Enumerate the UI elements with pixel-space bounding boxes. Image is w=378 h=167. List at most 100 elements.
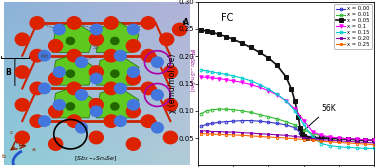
- Circle shape: [67, 115, 81, 127]
- x = 0.05: [310, 137, 315, 139]
- x = 0.1: [319, 134, 324, 136]
- x = 0.1: [354, 138, 359, 140]
- x = 0.1: [301, 120, 306, 122]
- x = 0.20: [266, 133, 271, 135]
- x = 0.00: [224, 121, 228, 123]
- Circle shape: [160, 33, 174, 46]
- x = 0.20: [293, 135, 297, 137]
- Circle shape: [53, 67, 65, 77]
- x = 0.20: [328, 139, 332, 141]
- x = 0.15: [301, 123, 306, 125]
- x = 0.15: [337, 146, 341, 148]
- x = 0.20: [231, 131, 235, 133]
- x = 0.1: [231, 80, 235, 82]
- x = 0.05: [301, 135, 306, 137]
- Circle shape: [115, 116, 126, 126]
- Circle shape: [152, 90, 163, 100]
- x = 0.1: [293, 108, 297, 110]
- x = 0.05: [293, 100, 297, 102]
- x = 0.01: [284, 121, 288, 123]
- x = 0.05: [372, 139, 376, 141]
- Circle shape: [76, 57, 87, 67]
- x = 0.00: [275, 122, 279, 124]
- Circle shape: [104, 49, 118, 62]
- Circle shape: [141, 17, 155, 29]
- x = 0.15: [345, 146, 350, 148]
- x = 0.20: [224, 131, 228, 133]
- Circle shape: [89, 33, 103, 46]
- x = 0.00: [310, 136, 315, 138]
- x = 0.15: [328, 145, 332, 147]
- Text: $[MnSb_{2-x}Sn_xSe_4]$: $[MnSb_{2-x}Sn_xSe_4]$: [187, 48, 196, 93]
- Line: x = 0.01: x = 0.01: [200, 108, 376, 142]
- Line: x = 0.25: x = 0.25: [200, 132, 376, 146]
- x = 0.00: [284, 124, 288, 126]
- x = 0.05: [298, 127, 302, 129]
- x = 0.05: [319, 137, 324, 139]
- x = 0.20: [249, 132, 253, 134]
- Circle shape: [15, 66, 29, 78]
- Circle shape: [67, 49, 81, 62]
- Circle shape: [141, 49, 155, 62]
- x = 0.00: [240, 120, 244, 122]
- Circle shape: [115, 83, 126, 94]
- Circle shape: [127, 24, 139, 35]
- x = 0.01: [249, 111, 253, 113]
- Line: x = 0.1: x = 0.1: [200, 75, 376, 142]
- Circle shape: [126, 40, 140, 52]
- x = 0.01: [319, 135, 324, 137]
- x = 0.15: [249, 80, 253, 82]
- Circle shape: [49, 138, 63, 150]
- Circle shape: [127, 100, 139, 110]
- x = 0.05: [354, 139, 359, 141]
- x = 0.20: [199, 130, 204, 132]
- x = 0.25: [337, 141, 341, 143]
- x = 0.01: [328, 136, 332, 138]
- x = 0.20: [284, 134, 288, 136]
- x = 0.00: [319, 136, 324, 138]
- x = 0.1: [328, 136, 332, 138]
- x = 0.15: [363, 147, 368, 149]
- x = 0.1: [266, 90, 271, 92]
- Legend: x = 0.00, x = 0.01, x = 0.05, x = 0.1, x = 0.15, x = 0.20, x = 0.25: x = 0.00, x = 0.01, x = 0.05, x = 0.1, x…: [334, 4, 372, 49]
- x = 0.15: [293, 110, 297, 112]
- x = 0.15: [266, 88, 271, 90]
- Circle shape: [111, 103, 119, 110]
- Circle shape: [39, 50, 50, 61]
- Circle shape: [115, 50, 126, 61]
- x = 0.15: [199, 69, 204, 71]
- Circle shape: [49, 105, 63, 118]
- x = 0.00: [298, 132, 302, 134]
- Circle shape: [104, 115, 118, 127]
- Polygon shape: [52, 54, 94, 85]
- Circle shape: [15, 131, 29, 144]
- Circle shape: [104, 82, 118, 95]
- Circle shape: [163, 66, 177, 78]
- x = 0.15: [372, 147, 376, 149]
- x = 0.1: [363, 139, 368, 141]
- Line: x = 0.15: x = 0.15: [200, 68, 376, 150]
- Circle shape: [67, 70, 74, 77]
- Text: c: c: [9, 130, 13, 135]
- x = 0.01: [293, 124, 297, 126]
- x = 0.15: [217, 72, 222, 74]
- x = 0.05: [249, 46, 253, 48]
- x = 0.05: [305, 136, 310, 138]
- x = 0.00: [293, 127, 297, 129]
- x = 0.05: [204, 30, 209, 32]
- x = 0.00: [328, 137, 332, 139]
- x = 0.01: [217, 108, 222, 110]
- Circle shape: [89, 99, 103, 111]
- x = 0.05: [289, 88, 294, 90]
- Circle shape: [104, 17, 118, 29]
- x = 0.25: [266, 136, 271, 138]
- x = 0.01: [301, 129, 306, 131]
- x = 0.00: [204, 123, 209, 125]
- Circle shape: [126, 138, 140, 150]
- x = 0.1: [204, 76, 209, 78]
- x = 0.25: [217, 133, 222, 135]
- x = 0.1: [345, 138, 350, 140]
- Circle shape: [111, 70, 119, 77]
- Circle shape: [173, 23, 187, 36]
- x = 0.15: [210, 71, 214, 73]
